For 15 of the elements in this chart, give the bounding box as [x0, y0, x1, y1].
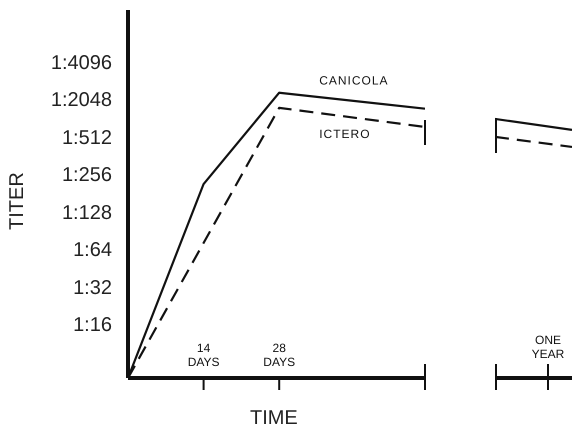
text: 1:64	[73, 239, 112, 262]
x-tick-label: 28 DAYS	[263, 341, 296, 369]
series-label: CANICOLA	[319, 74, 389, 88]
x-axis-title: TIME	[250, 407, 298, 430]
text: 1:128	[62, 202, 112, 224]
text: ONE YEAR	[530, 333, 566, 361]
text: 1:32	[73, 276, 112, 300]
text: 1:512	[62, 126, 112, 150]
text: 1:256	[62, 164, 112, 187]
x-tick-label: 14 DAYS	[188, 341, 220, 369]
series-label: ICTERO	[319, 126, 371, 141]
text: 1:16	[73, 314, 112, 337]
text: 1:2048	[50, 89, 112, 112]
text: 1:4096	[50, 52, 112, 74]
y-axis-title: TITER	[6, 172, 29, 230]
